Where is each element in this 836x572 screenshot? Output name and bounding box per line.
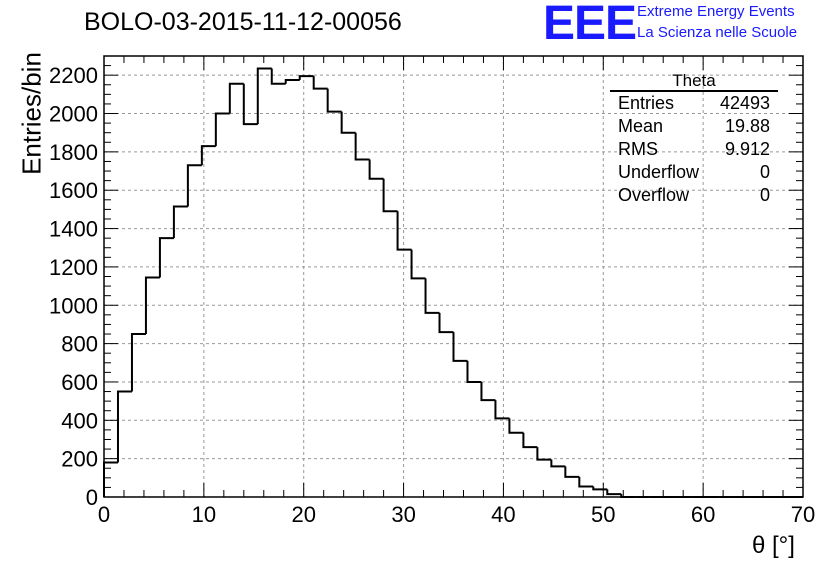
histogram-bin bbox=[172, 205, 188, 239]
histogram-bin bbox=[354, 132, 370, 161]
histogram-bin bbox=[508, 418, 524, 434]
axis-ticks bbox=[103, 55, 804, 498]
histogram-bin bbox=[522, 432, 538, 449]
x-tick-label: 10 bbox=[192, 502, 216, 527]
eee-logo: EEE bbox=[543, 0, 637, 50]
stats-value: 42493 bbox=[719, 93, 770, 113]
stats-row-mean: Mean 19.88 bbox=[610, 115, 778, 138]
y-tick-label: 0 bbox=[86, 485, 98, 510]
y-tick-label: 1800 bbox=[49, 140, 98, 165]
histogram-bin bbox=[298, 75, 314, 80]
stats-value: 0 bbox=[759, 162, 770, 182]
stats-label: Entries bbox=[618, 93, 675, 113]
histogram-bin bbox=[578, 476, 594, 488]
histogram-bin bbox=[256, 67, 272, 125]
y-tick-label: 1400 bbox=[49, 217, 98, 242]
x-tick-label: 40 bbox=[491, 502, 515, 527]
x-tick-label: 0 bbox=[98, 502, 110, 527]
histogram-bin bbox=[452, 332, 468, 362]
stats-row-entries: Entries 42493 bbox=[610, 92, 778, 115]
stats-value: 0 bbox=[759, 185, 770, 205]
histogram-bin bbox=[242, 83, 258, 126]
histogram-bin bbox=[550, 459, 566, 468]
grid-lines bbox=[104, 56, 803, 497]
histogram-bin bbox=[424, 278, 440, 314]
histogram-bin bbox=[396, 211, 412, 251]
logo-line-2: La Scienza nelle Scuole bbox=[637, 24, 798, 41]
stats-row-overflow: Overflow 0 bbox=[610, 184, 778, 207]
histogram-bin bbox=[382, 178, 398, 213]
histogram-bin bbox=[326, 88, 342, 113]
stats-value: 19.88 bbox=[724, 116, 770, 136]
histogram-bin bbox=[536, 447, 552, 461]
histogram-bin bbox=[214, 112, 230, 147]
stats-label: Mean bbox=[618, 116, 664, 136]
histogram-bin bbox=[564, 466, 580, 478]
stats-title: Theta bbox=[610, 72, 778, 92]
logo-line-1: Extreme Energy Events bbox=[637, 3, 795, 20]
histogram-bin bbox=[186, 164, 202, 207]
histogram-bin bbox=[103, 461, 118, 497]
histogram-bin bbox=[606, 489, 622, 496]
tick-labels: 0 10 20 30 40 50 60 70 0 200 400 600 800 1000 1200 1400… bbox=[49, 63, 815, 527]
histogram-bin bbox=[228, 82, 244, 114]
histogram-bin bbox=[312, 76, 328, 90]
histogram-bin bbox=[284, 78, 300, 84]
histogram-bin bbox=[144, 276, 160, 335]
histogram-bin bbox=[494, 400, 510, 420]
y-tick-label: 1200 bbox=[49, 255, 98, 280]
histogram-bin bbox=[130, 333, 146, 392]
x-tick-label: 60 bbox=[691, 502, 715, 527]
x-tick-label: 70 bbox=[791, 502, 815, 527]
stats-box: Theta Entries 42493 Mean 19.88 RMS 9.912… bbox=[610, 72, 778, 207]
histogram-bin bbox=[592, 486, 608, 491]
stats-value: 9.912 bbox=[724, 139, 770, 159]
stats-label: RMS bbox=[618, 139, 658, 159]
x-axis-label: θ [°] bbox=[752, 532, 795, 559]
y-tick-label: 2200 bbox=[49, 63, 98, 88]
histogram-bin bbox=[158, 237, 174, 278]
histogram-bin bbox=[410, 249, 426, 280]
y-tick-label: 1000 bbox=[49, 293, 98, 318]
stats-label: Underflow bbox=[618, 162, 700, 182]
y-axis-label: Entries/bin bbox=[16, 52, 47, 175]
y-tick-label: 800 bbox=[61, 332, 98, 357]
histogram-bin bbox=[480, 381, 496, 402]
chart-title: BOLO-03-2015-11-12-00056 bbox=[84, 8, 402, 36]
histogram-bin bbox=[340, 111, 356, 134]
histogram-bin bbox=[200, 145, 216, 166]
histogram-bin bbox=[116, 390, 132, 463]
y-tick-label: 1600 bbox=[49, 178, 98, 203]
y-tick-label: 2000 bbox=[49, 102, 98, 127]
stats-row-underflow: Underflow 0 bbox=[610, 161, 778, 184]
stats-row-rms: RMS 9.912 bbox=[610, 138, 778, 161]
x-tick-label: 30 bbox=[391, 502, 415, 527]
x-tick-label: 50 bbox=[591, 502, 615, 527]
histogram-bin bbox=[466, 360, 482, 383]
x-tick-label: 20 bbox=[291, 502, 315, 527]
y-tick-label: 600 bbox=[61, 370, 98, 395]
y-tick-label: 200 bbox=[61, 447, 98, 472]
y-tick-label: 400 bbox=[61, 408, 98, 433]
histogram-bin bbox=[270, 68, 286, 85]
histogram-bin bbox=[438, 312, 454, 334]
histogram-bin bbox=[368, 159, 384, 180]
stats-label: Overflow bbox=[618, 185, 690, 205]
